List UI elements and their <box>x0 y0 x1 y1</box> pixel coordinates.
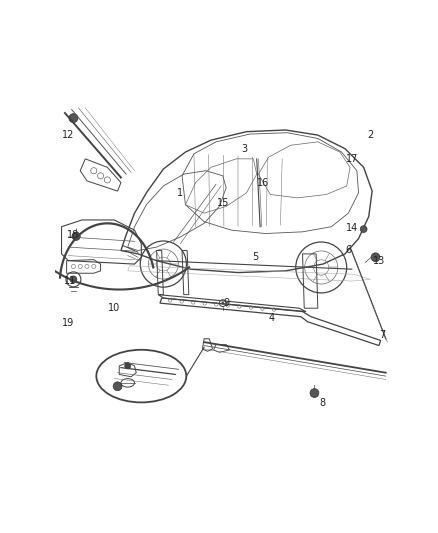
Text: 12: 12 <box>62 130 74 140</box>
Circle shape <box>360 225 367 232</box>
Text: 17: 17 <box>346 154 358 164</box>
Text: 19: 19 <box>61 319 74 328</box>
Circle shape <box>222 302 224 304</box>
Circle shape <box>125 363 131 369</box>
Text: 18: 18 <box>67 230 80 240</box>
Text: 3: 3 <box>242 144 248 154</box>
Text: 10: 10 <box>108 303 120 313</box>
Text: 14: 14 <box>346 223 358 233</box>
Text: 13: 13 <box>373 256 385 265</box>
Text: 16: 16 <box>258 177 270 188</box>
Circle shape <box>310 389 319 398</box>
Circle shape <box>113 382 122 391</box>
Text: 6: 6 <box>345 246 351 255</box>
Circle shape <box>72 232 80 240</box>
Text: 8: 8 <box>320 398 326 408</box>
Text: 4: 4 <box>269 313 275 324</box>
Circle shape <box>371 253 380 262</box>
Text: 1: 1 <box>177 188 184 198</box>
Text: 11: 11 <box>64 276 76 286</box>
Circle shape <box>70 276 77 282</box>
Text: 2: 2 <box>367 130 374 140</box>
Text: 15: 15 <box>216 198 229 208</box>
Circle shape <box>69 114 78 123</box>
Text: 5: 5 <box>252 252 258 262</box>
Text: 9: 9 <box>223 298 229 308</box>
Text: 7: 7 <box>379 330 385 341</box>
